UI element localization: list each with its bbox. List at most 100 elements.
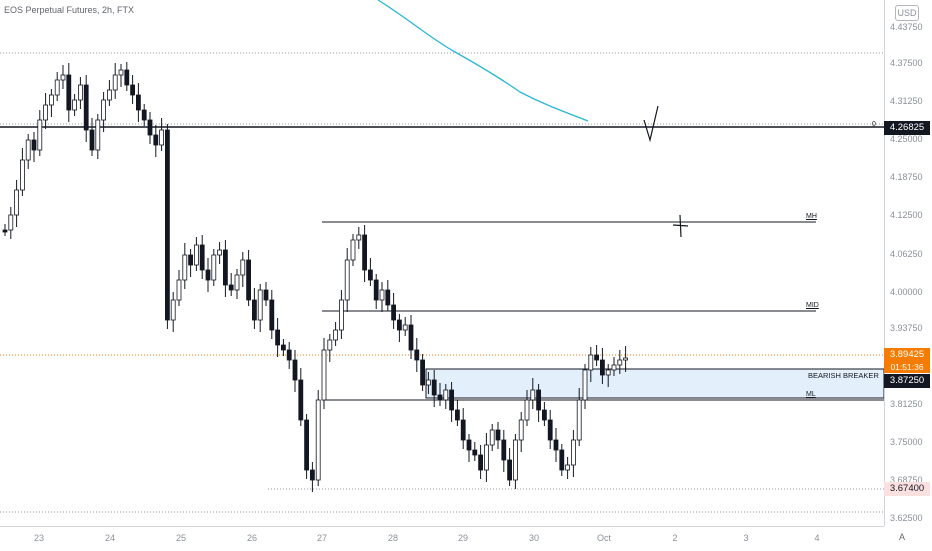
up-candle [95, 119, 101, 151]
price-tick: 4.06250 [890, 249, 923, 259]
up-candle [338, 299, 344, 331]
down-candle [222, 249, 228, 286]
up-candle [78, 84, 83, 101]
time-tick: 24 [104, 533, 116, 543]
down-candle [83, 84, 89, 131]
up-candle [582, 369, 588, 401]
time-tick: 27 [316, 533, 328, 543]
time-tick: 3 [743, 533, 749, 543]
down-candle [414, 349, 420, 361]
price-tick: 3.81250 [890, 399, 923, 409]
symbol-title[interactable]: EOS Perpetual Futures, 2h, FTX [4, 5, 135, 15]
down-candle [553, 439, 559, 451]
price-tick: 4.43750 [890, 22, 923, 32]
mh-label: MH [806, 213, 817, 220]
ml-label: ML [806, 391, 816, 398]
down-candle [263, 289, 269, 301]
time-axis[interactable]: 23 24 25 26 27 28 29 30 Oct 2 3 4 [0, 526, 884, 551]
up-candle [315, 399, 321, 481]
down-candle [251, 299, 257, 321]
up-candle [576, 399, 582, 441]
down-candle [594, 354, 599, 361]
down-candle [600, 359, 605, 376]
time-tick: Oct [596, 533, 612, 543]
down-candle [367, 269, 373, 281]
up-candle [19, 159, 25, 191]
down-candle [454, 409, 460, 421]
down-candle [130, 84, 136, 96]
up-candle [524, 399, 530, 421]
up-candle [37, 119, 43, 151]
up-candle [217, 249, 223, 256]
down-candle [298, 379, 304, 421]
level-price-tag: 4.26825 [884, 121, 930, 135]
price-tick: 4.18750 [890, 172, 923, 182]
down-candle [408, 324, 414, 351]
time-tick: 29 [457, 533, 469, 543]
down-candle [199, 244, 205, 271]
up-candle [443, 389, 449, 401]
low-price-tag: 3.67400 [884, 482, 930, 496]
down-candle [246, 259, 252, 301]
up-candle [333, 329, 339, 341]
up-candle [193, 244, 199, 266]
auto-scale-button[interactable]: A [899, 532, 906, 542]
price-tick: 4.00000 [890, 287, 923, 297]
currency-badge[interactable]: USD [895, 5, 919, 21]
up-candle [14, 189, 20, 216]
up-candle [350, 239, 356, 261]
candles-group [2, 62, 628, 492]
down-candle [460, 419, 466, 441]
price-chart[interactable] [0, 0, 884, 526]
up-candle [8, 214, 14, 231]
down-candle [205, 269, 211, 281]
up-candle [530, 389, 536, 401]
up-candle [159, 129, 165, 146]
down-candle [292, 359, 298, 381]
down-candle [542, 409, 547, 421]
down-candle [507, 459, 513, 481]
up-candle [483, 444, 489, 471]
price-tick: 3.93750 [890, 323, 923, 333]
price-axis[interactable]: 4.43750 4.37500 4.31250 4.25000 4.18750 … [884, 0, 932, 526]
chart-area[interactable]: EOS Perpetual Futures, 2h, FTX MH MID ML… [0, 0, 884, 526]
down-candle [437, 394, 443, 401]
up-candle [565, 464, 570, 471]
time-tick: 2 [672, 533, 678, 543]
down-candle [2, 229, 8, 233]
down-candle [153, 134, 159, 146]
up-candle [182, 254, 188, 281]
down-candle [501, 439, 507, 461]
up-candle [327, 339, 333, 351]
up-candle [588, 354, 594, 371]
up-candle [379, 289, 385, 301]
down-candle [478, 454, 484, 471]
down-candle [269, 299, 275, 331]
down-candle [420, 359, 426, 386]
up-candle [611, 364, 617, 371]
time-tick: 23 [33, 533, 45, 543]
up-candle [571, 439, 576, 466]
up-candle [513, 439, 518, 481]
price-tick: 3.68750 [890, 475, 923, 485]
time-tick: 26 [246, 533, 258, 543]
moving-average-line [377, 0, 589, 122]
up-candle [402, 324, 408, 331]
down-candle [362, 234, 368, 271]
bearish-breaker-zone [425, 368, 884, 399]
up-candle [25, 139, 31, 161]
time-tick: 30 [528, 533, 540, 543]
down-candle [280, 344, 286, 351]
down-candle [147, 119, 153, 136]
down-candle [466, 439, 472, 451]
down-candle [304, 419, 310, 471]
down-candle [431, 379, 437, 396]
up-candle [118, 69, 124, 76]
bar-countdown-tag: 01:51:36 [884, 361, 930, 373]
down-candle [309, 469, 315, 481]
up-candle [176, 279, 182, 301]
up-candle [43, 104, 48, 121]
up-candle [344, 259, 350, 301]
price-tick: 3.62500 [890, 513, 923, 523]
check-mark-drawing [643, 105, 659, 143]
